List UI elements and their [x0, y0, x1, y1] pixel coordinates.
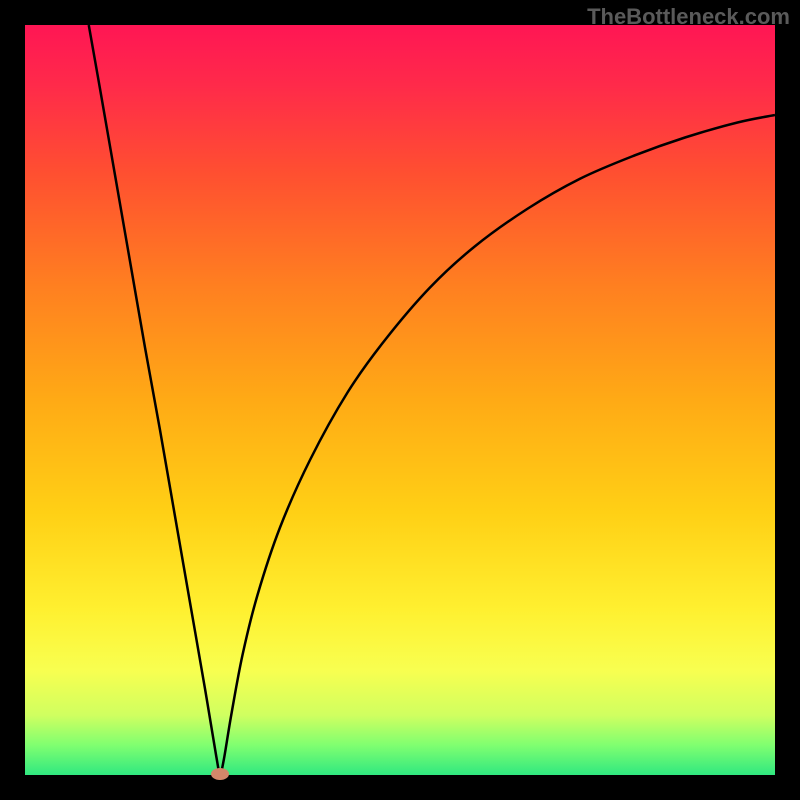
watermark-text: TheBottleneck.com — [587, 4, 790, 30]
bottleneck-curve — [25, 25, 775, 775]
plot-area — [25, 25, 775, 775]
minimum-point-marker — [211, 768, 229, 780]
chart-container: TheBottleneck.com — [0, 0, 800, 800]
